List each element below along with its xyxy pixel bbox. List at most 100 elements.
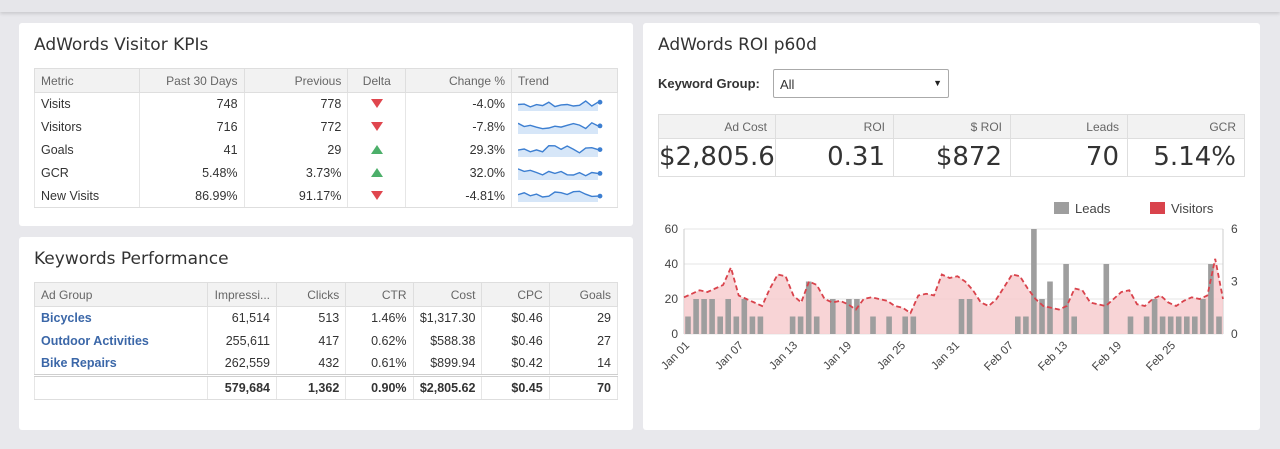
col-ad-group: Ad Group xyxy=(34,282,208,307)
leads-bar xyxy=(717,316,723,334)
sparkline xyxy=(517,190,603,203)
col-change: Change % xyxy=(405,68,513,93)
leads-bar xyxy=(1103,264,1110,334)
past-30-days-cell: 748 xyxy=(138,92,245,116)
kpi-row: Visits 748 778 -4.0% xyxy=(34,92,618,116)
leads-bar xyxy=(1071,316,1077,334)
leads-bar xyxy=(1015,316,1021,334)
leads-bar xyxy=(1039,299,1045,334)
leads-bar xyxy=(1151,299,1158,334)
leads-bar xyxy=(886,316,892,334)
leads-bar xyxy=(854,299,860,334)
change-cell: -4.0% xyxy=(405,92,513,116)
col-clicks: Clicks xyxy=(275,282,347,307)
visitors-line xyxy=(683,258,1224,315)
kpi-row: New Visits 86.99% 91.17% -4.81% xyxy=(34,184,618,208)
ad-group-link[interactable]: Bicycles xyxy=(41,311,92,326)
clicks-cell: 432 xyxy=(275,352,347,376)
kpi-row: Goals 41 29 29.3% xyxy=(34,138,618,162)
leads-bar xyxy=(1031,229,1037,334)
leads-bar xyxy=(1200,299,1206,334)
triangle-down-icon xyxy=(370,190,383,200)
kpi-gcr-label: GCR xyxy=(1128,115,1244,139)
legend-leads[interactable]: Leads xyxy=(1054,201,1110,216)
keyword-group-select[interactable]: All ▼ xyxy=(773,69,949,98)
kpi-dollar-roi-value: $872 xyxy=(935,142,1002,172)
sparkline xyxy=(517,99,603,111)
delta-cell xyxy=(347,161,407,185)
x-tick-label: Feb 13 xyxy=(1036,340,1070,374)
impressions-cell: 255,611 xyxy=(206,329,277,353)
leads-bar xyxy=(1216,316,1222,334)
leads-bar xyxy=(741,299,748,334)
metric-cell: Visitors xyxy=(34,115,140,139)
col-impressions: Impressi... xyxy=(206,282,277,307)
group-cell: Bicycles xyxy=(34,306,208,330)
ad-group-link[interactable]: Outdoor Activities xyxy=(41,334,149,348)
leads-bar xyxy=(725,299,731,334)
previous-cell: 29 xyxy=(243,138,349,162)
kpi-roi: ROI 0.31 xyxy=(776,114,894,177)
kpi-gcr: GCR 5.14% xyxy=(1128,114,1245,177)
past-30-days-cell: 5.48% xyxy=(138,161,245,185)
col-trend: Trend xyxy=(511,68,618,93)
cost-cell: $588.38 xyxy=(412,329,483,353)
leads-bar xyxy=(1159,316,1166,334)
visitor-kpis-title: AdWords Visitor KPIs xyxy=(34,35,209,55)
y-left-tick-label: 40 xyxy=(665,257,679,271)
delta-cell xyxy=(347,92,407,116)
leads-bar xyxy=(966,299,973,334)
cpc-cell: $0.46 xyxy=(481,306,550,330)
roi-title: AdWords ROI p60d xyxy=(658,35,817,55)
leads-bar xyxy=(1127,316,1134,334)
kpi-ad-cost-value: $2,805.6 xyxy=(659,142,775,172)
previous-cell: 91.17% xyxy=(243,184,349,208)
legend-leads-swatch xyxy=(1054,202,1069,214)
kpi-dollar-roi-label: $ ROI xyxy=(894,115,1010,139)
keywords-performance-title: Keywords Performance xyxy=(34,249,229,269)
goals-cell: 29 xyxy=(548,306,619,330)
x-tick-label: Jan 25 xyxy=(875,340,908,373)
leads-bar xyxy=(1208,264,1214,334)
previous-cell: 772 xyxy=(243,115,349,139)
sparkline-end-dot xyxy=(597,146,603,152)
legend-visitors[interactable]: Visitors xyxy=(1150,201,1213,216)
x-tick-label: Jan 31 xyxy=(929,340,962,373)
leads-bar xyxy=(709,299,715,334)
top-bar xyxy=(0,0,1280,12)
leads-bar xyxy=(830,299,836,334)
metric-cell: New Visits xyxy=(34,184,140,208)
keywords-table: Ad Group Impressi... Clicks CTR Cost CPC… xyxy=(34,282,619,400)
goals-cell: 27 xyxy=(548,329,619,353)
sparkline-area xyxy=(518,122,599,134)
legend-leads-label: Leads xyxy=(1075,201,1111,216)
group-cell: Bike Repairs xyxy=(34,352,208,376)
ad-group-link[interactable]: Bike Repairs xyxy=(41,356,117,371)
metric-cell: Goals xyxy=(34,138,140,162)
leads-bar xyxy=(902,316,908,334)
sparkline-line xyxy=(517,167,599,176)
leads-bar xyxy=(733,316,740,334)
kpi-gcr-value: 5.14% xyxy=(1153,142,1236,172)
kpi-dollar-roi: $ ROI $872 xyxy=(894,114,1011,177)
ctr-cell: 0.62% xyxy=(345,329,414,353)
sparkline xyxy=(517,144,603,157)
legend-visitors-label: Visitors xyxy=(1171,201,1214,216)
x-tick-label: Jan 19 xyxy=(821,340,854,373)
delta-cell xyxy=(347,184,407,208)
total-clicks-cell: 1,362 xyxy=(275,374,347,400)
y-left-tick-label: 20 xyxy=(665,292,679,306)
visitor-kpis-table: Metric Past 30 Days Previous Delta Chang… xyxy=(34,68,618,208)
legend-visitors-swatch xyxy=(1150,202,1165,214)
total-goals-cell: 70 xyxy=(548,374,619,400)
cost-cell: $1,317.30 xyxy=(412,306,483,330)
cpc-cell: $0.42 xyxy=(481,352,550,376)
goals-cell: 14 xyxy=(548,352,619,376)
leads-bar xyxy=(1143,316,1150,334)
leads-bar xyxy=(1184,316,1190,334)
sparkline-end-dot xyxy=(597,193,603,199)
trend-cell xyxy=(511,184,618,208)
triangle-up-icon xyxy=(370,145,383,154)
total-ctr-cell: 0.90% xyxy=(345,374,414,400)
delta-cell xyxy=(347,138,407,162)
